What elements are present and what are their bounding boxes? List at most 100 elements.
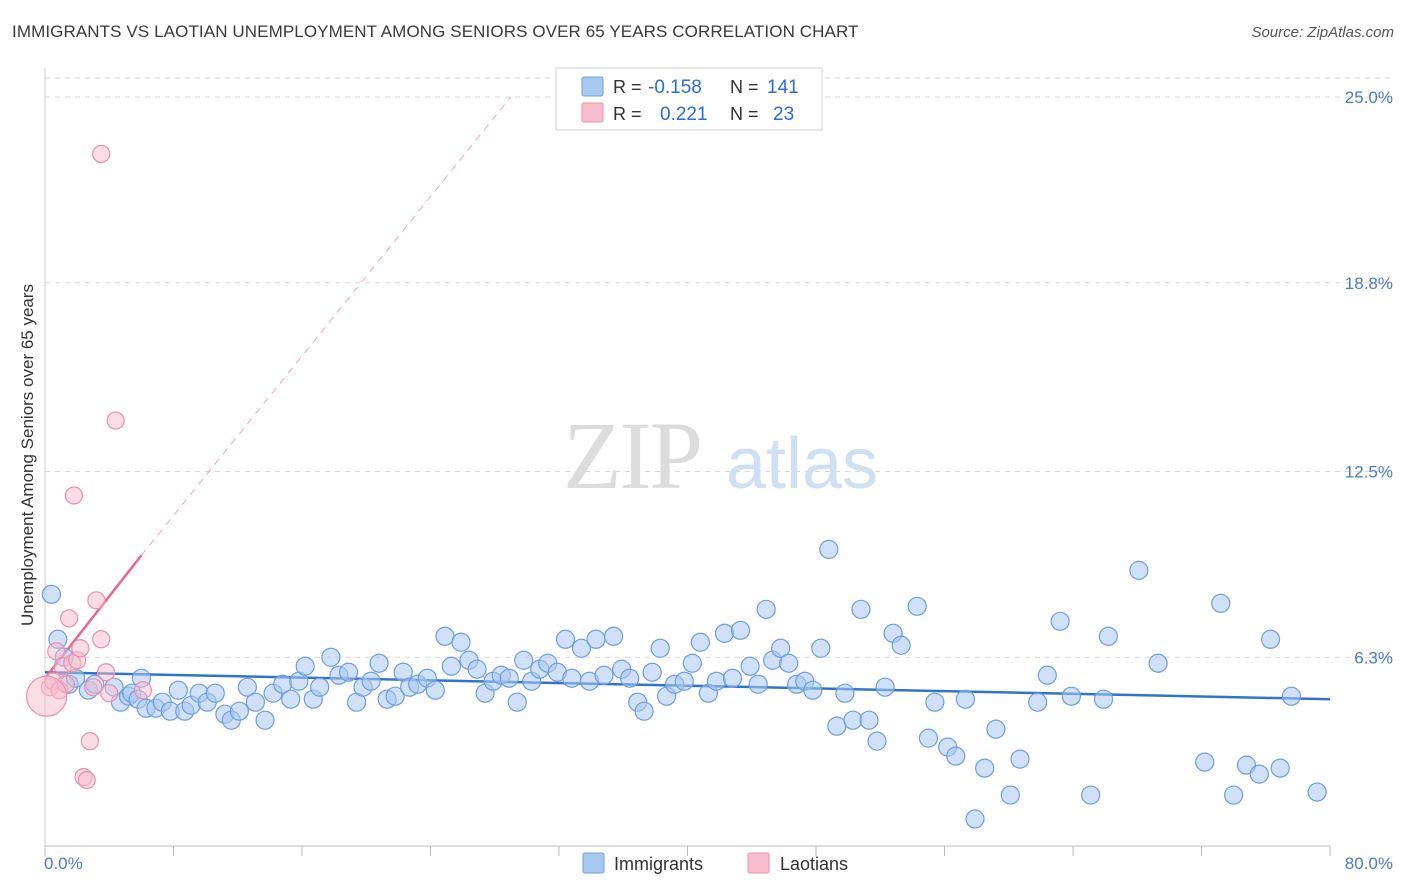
immigrants-point-113 <box>955 689 975 709</box>
immigrants-point-114 <box>965 809 985 829</box>
watermark-atlas: atlas <box>726 424 878 504</box>
immigrants-point-86 <box>722 668 743 688</box>
immigrants-point-128 <box>1211 593 1231 613</box>
immigrants-point-88 <box>740 656 760 676</box>
laotians-trend-extension <box>140 96 512 556</box>
immigrants-point-82 <box>690 632 710 652</box>
stats-swatch-laotians <box>581 102 604 123</box>
immigrants-point-121 <box>1050 611 1070 631</box>
immigrants-point-26 <box>237 677 257 697</box>
immigrants-point-109 <box>918 728 939 748</box>
immigrants-point-28 <box>255 710 275 730</box>
immigrants-point-132 <box>1260 629 1281 649</box>
immigrants-point-92 <box>771 638 791 658</box>
immigrants-point-17 <box>168 680 188 700</box>
immigrants-point-135 <box>1307 782 1327 802</box>
immigrants-point-35 <box>310 677 330 697</box>
immigrants-point-38 <box>338 662 359 682</box>
chart-title: IMMIGRANTS VS LAOTIAN UNEMPLOYMENT AMONG… <box>12 22 859 41</box>
y-tick-label-1: 18.8% <box>1345 274 1393 293</box>
immigrants-point-127 <box>1195 752 1215 772</box>
immigrants-point-105 <box>875 677 895 697</box>
immigrants-point-124 <box>1098 626 1118 646</box>
immigrants-point-108 <box>907 596 927 616</box>
immigrants-point-119 <box>1028 692 1048 712</box>
immigrants-point-115 <box>975 758 995 778</box>
stats-r-value-laotians: 0.221 <box>660 104 708 125</box>
laotians-point-19 <box>92 144 111 164</box>
stats-r-label-immigrants: R = <box>613 77 642 97</box>
immigrants-point-101 <box>843 710 863 730</box>
immigrants-point-85 <box>714 623 735 643</box>
immigrants-point-51 <box>441 656 461 676</box>
immigrants-point-50 <box>435 626 455 646</box>
x-tick-label-min: 0.0% <box>44 854 83 873</box>
laotians-point-15 <box>87 591 106 610</box>
immigrants-point-110 <box>925 692 945 712</box>
immigrants-point-100 <box>835 683 855 703</box>
immigrants-point-102 <box>851 599 871 619</box>
legend-swatch-laotians <box>747 852 770 874</box>
watermark-zip: ZIP <box>563 402 701 509</box>
immigrants-point-123 <box>1081 785 1101 805</box>
immigrants-point-129 <box>1224 785 1244 805</box>
laotians-point-21 <box>133 681 153 700</box>
stats-n-label-immigrants: N = <box>730 77 759 97</box>
legend-label-immigrants: Immigrants <box>614 854 703 874</box>
immigrants-point-126 <box>1148 653 1168 673</box>
immigrants-point-117 <box>1000 785 1020 805</box>
stats-r-label-laotians: R = <box>613 104 642 124</box>
immigrants-point-22 <box>205 683 225 703</box>
laotians-point-17 <box>96 663 116 682</box>
immigrants-point-116 <box>986 719 1006 739</box>
immigrants-point-107 <box>891 635 911 655</box>
laotians-point-2 <box>47 642 66 661</box>
immigrants-point-80 <box>674 671 694 691</box>
immigrants-point-84 <box>706 671 727 691</box>
laotians-point-12 <box>77 770 96 790</box>
immigrants-point-67 <box>571 638 592 658</box>
points-layer <box>26 144 1327 829</box>
immigrants-point-112 <box>946 746 966 766</box>
stats-n-value-laotians: 23 <box>773 104 794 125</box>
y-tick-label-3: 6.3% <box>1354 648 1393 667</box>
immigrants-point-69 <box>586 629 606 649</box>
immigrants-point-90 <box>756 599 776 619</box>
trend-layer <box>44 96 1331 701</box>
immigrants-point-0 <box>41 584 62 604</box>
y-tick-label-0: 25.0% <box>1345 88 1393 107</box>
immigrants-point-87 <box>730 620 751 640</box>
immigrants-point-52 <box>451 632 471 652</box>
immigrants-point-122 <box>1061 686 1081 706</box>
laotians-point-22 <box>26 675 68 717</box>
immigrants-point-89 <box>748 674 768 694</box>
stats-n-label-laotians: N = <box>730 104 759 124</box>
immigrants-point-98 <box>819 539 839 559</box>
immigrants-point-54 <box>467 659 487 679</box>
y-tick-label-2: 12.5% <box>1345 463 1393 482</box>
legend-swatch-immigrants <box>582 852 605 874</box>
immigrants-point-93 <box>779 653 799 673</box>
laotians-point-18 <box>100 684 119 703</box>
stats-legend: R = -0.158 N = 141 R = 0.221 N = 23 <box>555 67 823 131</box>
bottom-legend: Immigrants Laotians <box>582 852 848 874</box>
immigrants-point-66 <box>562 668 582 688</box>
immigrants-point-118 <box>1010 749 1030 769</box>
stats-swatch-immigrants <box>581 76 604 97</box>
laotians-point-13 <box>80 732 100 751</box>
stats-r-value-immigrants: -0.158 <box>648 77 702 98</box>
immigrants-point-134 <box>1281 686 1302 706</box>
immigrants-point-27 <box>245 692 266 712</box>
y-tick-labels: 25.0% 18.8% 12.5% 6.3% <box>1345 88 1393 667</box>
immigrants-point-125 <box>1129 560 1149 580</box>
immigrants-point-70 <box>594 665 614 685</box>
immigrants-point-44 <box>385 686 405 706</box>
immigrants-point-75 <box>634 701 654 721</box>
immigrants-point-42 <box>369 653 389 673</box>
laotians-point-10 <box>71 639 90 658</box>
immigrants-point-65 <box>555 629 576 649</box>
immigrants-point-25 <box>229 701 249 721</box>
watermark: ZIP atlas <box>563 402 878 509</box>
immigrants-point-81 <box>682 653 702 673</box>
